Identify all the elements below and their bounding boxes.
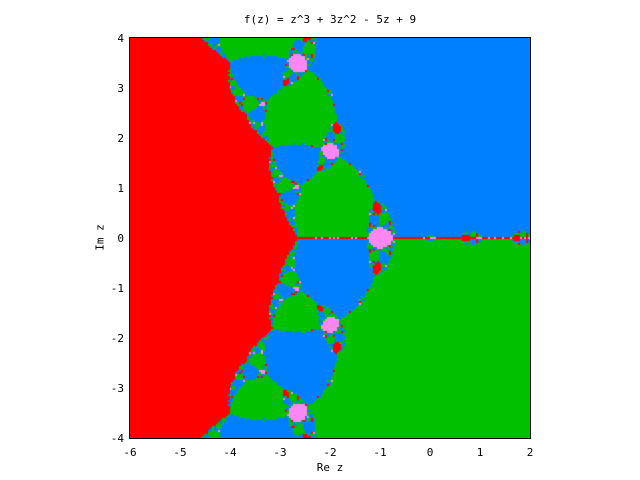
- x-tick-label: -6: [123, 446, 137, 459]
- y-tick-label: 2: [117, 132, 124, 145]
- y-tick-label: 1: [117, 182, 124, 195]
- x-tick-label: 2: [526, 446, 534, 459]
- fractal-plot-canvas: [130, 38, 530, 438]
- x-tick-label: 1: [476, 446, 484, 459]
- y-tick-label: 4: [117, 32, 124, 45]
- y-tick-label: -4: [110, 432, 124, 445]
- x-tick-label: -1: [373, 446, 387, 459]
- plot-title: f(z) = z^3 + 3z^2 - 5z + 9: [243, 13, 417, 26]
- y-tick-label: 3: [117, 82, 124, 95]
- y-tick-label: 0: [117, 232, 124, 245]
- x-tick-label: -3: [273, 446, 287, 459]
- x-tick-label: 0: [426, 446, 434, 459]
- x-tick-label: -5: [173, 446, 187, 459]
- y-tick-label: -2: [110, 332, 124, 345]
- x-axis-label: Re z: [316, 461, 344, 474]
- y-tick-label: -3: [110, 382, 124, 395]
- y-tick-label: -1: [110, 282, 124, 295]
- x-tick-label: -2: [323, 446, 337, 459]
- x-tick-label: -4: [223, 446, 237, 459]
